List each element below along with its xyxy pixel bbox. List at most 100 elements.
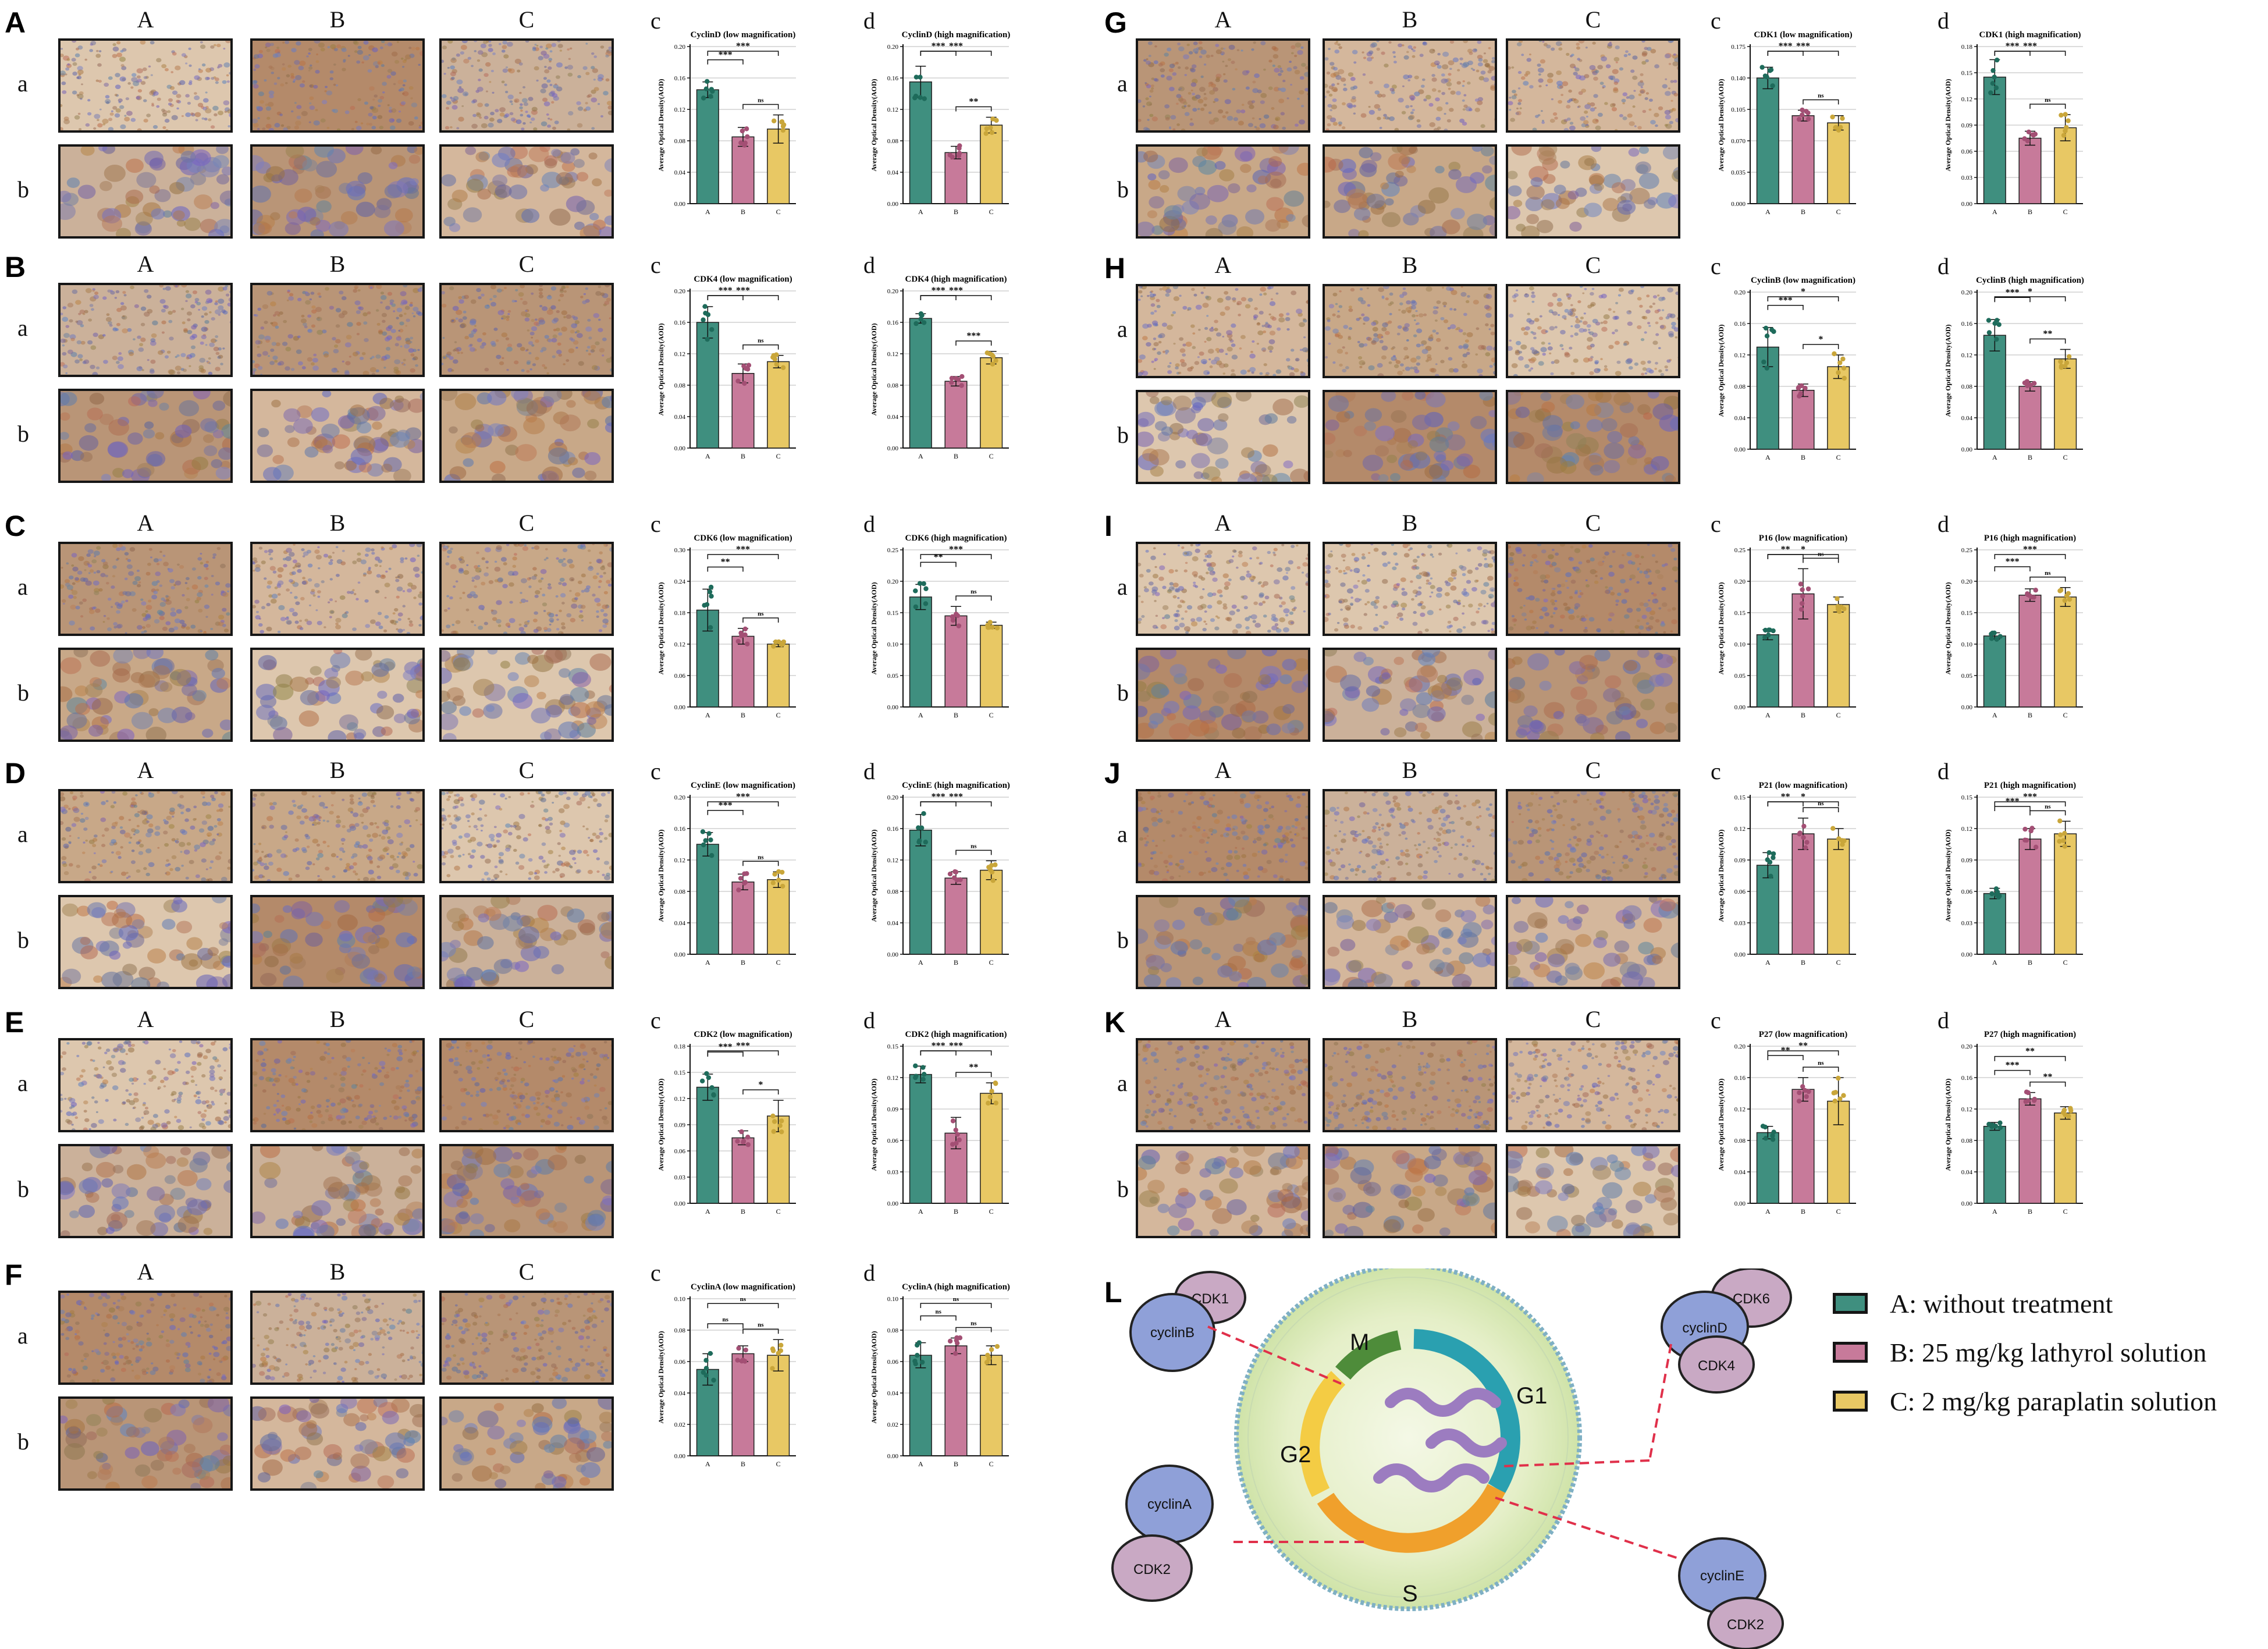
data-point <box>1841 365 1847 371</box>
data-point <box>923 601 929 606</box>
data-point <box>2064 360 2070 365</box>
y-tick-label: 0.035 <box>1731 169 1746 176</box>
data-point <box>1993 1124 1999 1129</box>
data-point <box>921 811 926 816</box>
significance-bracket <box>1767 554 1804 559</box>
y-tick-label: 0.04 <box>887 920 899 927</box>
data-point <box>1766 632 1771 638</box>
bar-c <box>980 624 1003 708</box>
micrograph <box>1506 284 1680 378</box>
y-tick-label: 0.16 <box>674 826 686 833</box>
cdk4-label: CDK4 <box>1698 1358 1735 1374</box>
data-point <box>1800 587 1805 592</box>
significance-label: *** <box>2023 545 2037 555</box>
x-tick-label: C <box>2063 453 2068 461</box>
y-tick-label: 0.12 <box>674 351 685 358</box>
row-label: a <box>17 1323 28 1349</box>
bar-a <box>1983 335 2006 450</box>
y-tick-label: 0.08 <box>887 382 899 389</box>
significance-label: ns <box>740 1296 746 1303</box>
y-tick-label: 0.16 <box>674 75 686 82</box>
column-label: A <box>137 6 154 33</box>
significance-bracket <box>955 595 992 601</box>
legend-swatch-a <box>1833 1293 1868 1314</box>
data-point <box>1835 596 1840 602</box>
significance-bracket <box>1803 344 1839 349</box>
data-point <box>1761 359 1766 365</box>
data-point <box>1762 635 1768 640</box>
y-tick-label: 0.16 <box>887 319 899 326</box>
micrograph <box>1323 1038 1497 1132</box>
data-point <box>1997 1120 2003 1125</box>
y-tick-label: 0.00 <box>887 445 899 452</box>
y-tick-label: 0.20 <box>1961 289 1973 296</box>
significance-label: *** <box>719 50 733 60</box>
micrograph <box>439 389 614 483</box>
bar-b <box>1791 390 1815 450</box>
x-tick-label: B <box>2028 1207 2032 1216</box>
data-point <box>923 840 929 845</box>
y-tick-label: 0.25 <box>1961 547 1973 554</box>
y-tick-label: 0.000 <box>1731 201 1746 208</box>
chart-label-low: c <box>650 511 661 537</box>
data-point <box>743 366 749 371</box>
y-tick-label: 0.10 <box>887 1296 899 1303</box>
significance-bracket <box>707 554 779 559</box>
significance-label: *** <box>949 41 963 51</box>
y-tick-label: 0.12 <box>1734 1106 1746 1113</box>
chart-label-low: c <box>1711 1007 1721 1033</box>
legend: A: without treatment B: 25 mg/kg lathyro… <box>1833 1286 2263 1437</box>
x-tick-label: B <box>954 452 958 460</box>
column-label: C <box>518 757 535 783</box>
data-point <box>957 1335 963 1341</box>
y-tick-label: 0.00 <box>1734 951 1746 958</box>
micrograph <box>439 1291 614 1385</box>
data-point <box>994 1344 1000 1349</box>
data-point <box>987 1094 993 1100</box>
significance-bracket <box>920 554 992 559</box>
bar-a <box>1983 635 2006 708</box>
data-point <box>709 1085 714 1090</box>
data-point <box>770 354 776 360</box>
significance-bracket <box>707 1051 744 1057</box>
y-tick-label: 0.070 <box>1731 138 1746 145</box>
significance-bracket <box>742 344 779 350</box>
significance-bracket <box>1994 554 2066 559</box>
phase-arc-s <box>1317 1484 1506 1553</box>
data-point <box>1993 85 1999 91</box>
data-point <box>984 1360 990 1365</box>
x-tick-label: B <box>954 958 958 966</box>
data-point <box>709 853 714 858</box>
data-point <box>772 872 777 877</box>
y-tick-label: 0.08 <box>674 1327 686 1334</box>
significance-bracket <box>920 801 957 806</box>
chromosome <box>1426 1428 1507 1458</box>
column-label: B <box>1402 1006 1418 1032</box>
column-label: B <box>329 1006 346 1032</box>
y-axis-label: Average Optical Density(AOD) <box>1717 1078 1725 1171</box>
data-point <box>1989 631 1994 637</box>
x-tick-label: C <box>1836 958 1841 966</box>
data-point <box>1800 1084 1805 1089</box>
data-point <box>1771 628 1776 634</box>
significance-bracket <box>1994 801 2066 806</box>
chart-title: CDK4 (high magnification) <box>905 275 1007 284</box>
row-label: a <box>17 70 28 97</box>
data-point <box>742 626 748 632</box>
significance-label: *** <box>736 286 750 296</box>
micrograph <box>1506 648 1680 742</box>
bar-b <box>731 635 755 708</box>
y-tick-label: 0.20 <box>1961 578 1973 585</box>
column-label: B <box>1402 252 1418 278</box>
micrograph <box>1136 789 1310 883</box>
data-point <box>708 94 713 99</box>
y-tick-label: 0.12 <box>674 641 685 648</box>
data-point <box>708 584 714 590</box>
y-tick-label: 0.04 <box>674 1390 686 1397</box>
data-point <box>2061 133 2067 138</box>
data-point <box>703 1373 709 1378</box>
data-point <box>745 1142 751 1147</box>
data-point <box>709 327 714 332</box>
data-point <box>1992 74 1997 80</box>
y-tick-label: 0.12 <box>1961 96 1972 103</box>
